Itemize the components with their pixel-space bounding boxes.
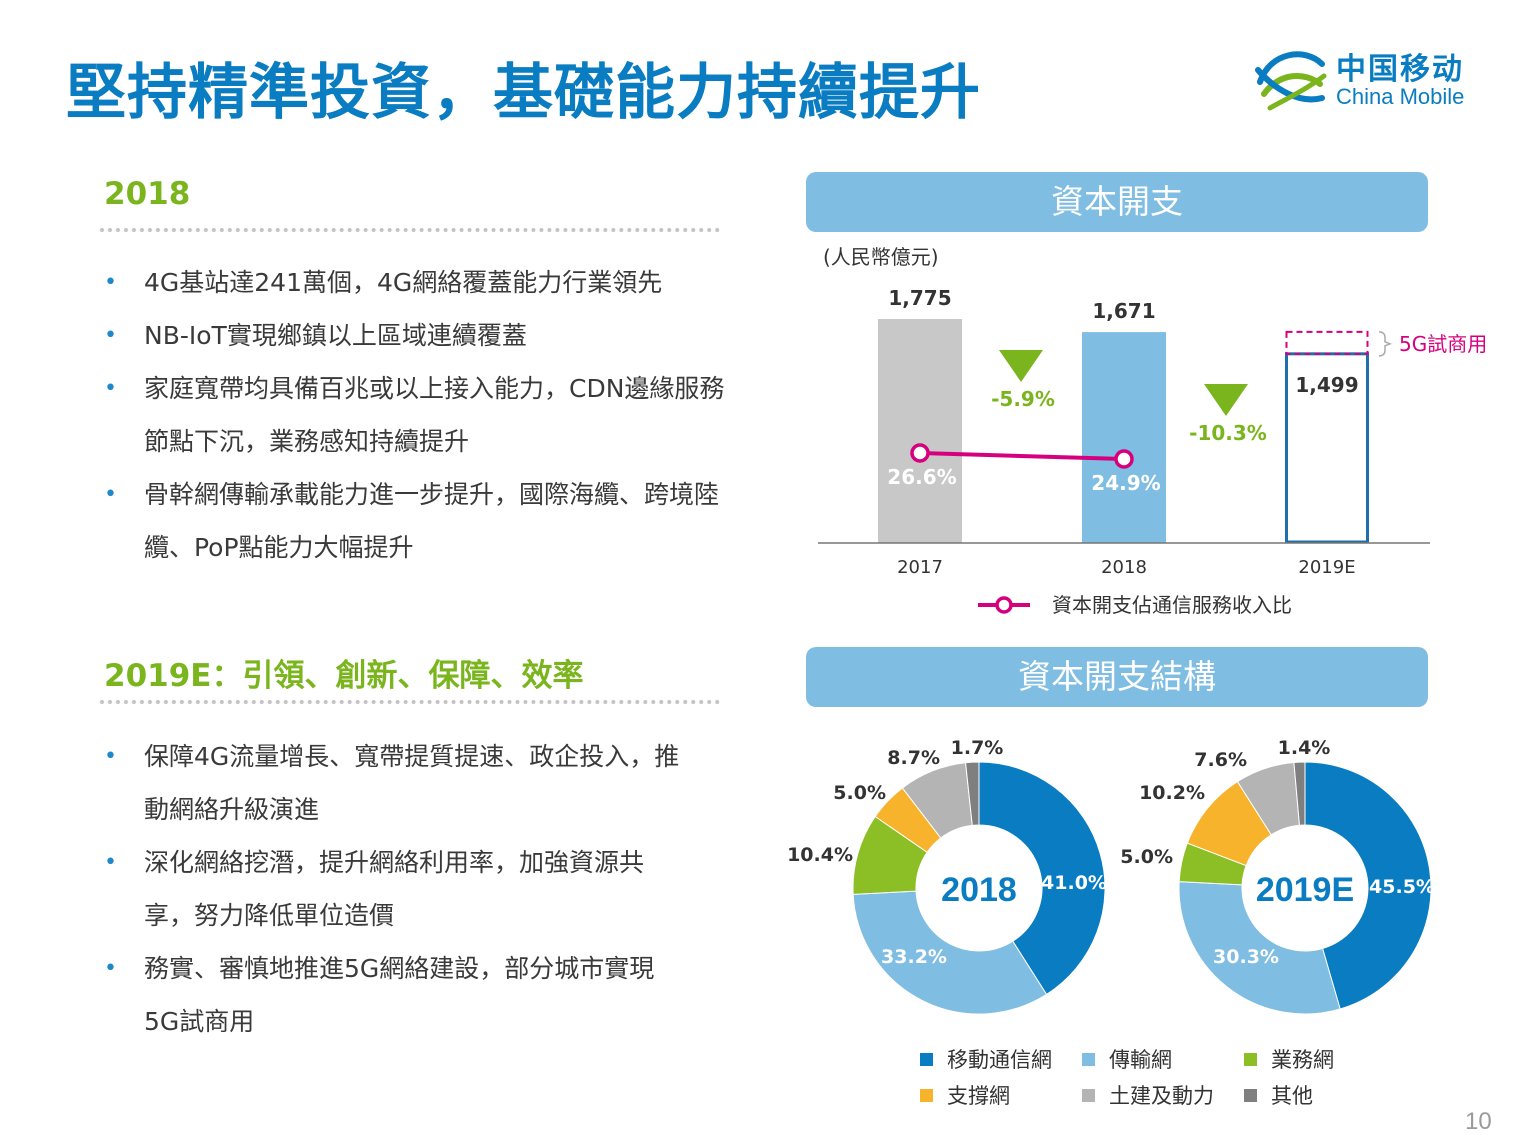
legend-label: 其他	[1271, 1084, 1313, 1108]
bullet-item: NB-IoT實現鄉鎮以上區域連續覆蓋	[104, 309, 734, 362]
legend-item: 土建及動力	[1082, 1080, 1214, 1110]
section-2019-divider	[100, 700, 720, 704]
bullet-item: 4G基站達241萬個，4G網絡覆蓋能力行業領先	[104, 256, 734, 309]
donut-slice-label: 30.3%	[1213, 946, 1279, 968]
legend-item: 業務網	[1244, 1044, 1334, 1074]
ratio-label: 24.9%	[1091, 471, 1160, 495]
legend-item: 支撐網	[920, 1080, 1010, 1110]
section-2018-heading: 2018	[104, 176, 191, 212]
donut-slice-label: 10.2%	[1139, 782, 1205, 804]
legend-label: 支撐網	[947, 1084, 1010, 1108]
donut-slice-label: 1.4%	[1278, 737, 1331, 759]
x-tick-label: 2017	[897, 557, 943, 578]
donut-slice	[978, 761, 1106, 996]
bullet-item: 家庭寬帶均具備百兆或以上接入能力，CDN邊緣服務節點下沉，業務感知持續提升	[104, 362, 734, 468]
legend-label: 業務網	[1271, 1048, 1334, 1072]
donut-slice-label: 10.4%	[787, 844, 853, 866]
change-label: -10.3%	[1189, 421, 1267, 445]
donut-slice	[852, 890, 1048, 1015]
legend-item: 傳輸網	[1082, 1044, 1172, 1074]
section-2018-bullet-list: 4G基站達241萬個，4G網絡覆蓋能力行業領先 NB-IoT實現鄉鎮以上區域連續…	[104, 256, 734, 574]
section-2018-divider	[100, 228, 720, 232]
legend-swatch	[920, 1089, 933, 1102]
x-tick-label: 2018	[1101, 557, 1147, 578]
donut-slice	[1304, 761, 1432, 1010]
down-triangle-icon	[999, 350, 1043, 382]
donut-center-label: 2018	[941, 871, 1017, 909]
change-label: -5.9%	[991, 387, 1055, 411]
bullet-item: 務實、審慎地推進5G網絡建設，部分城市實現5G試商用	[104, 942, 689, 1048]
donut-slice-label: 33.2%	[881, 946, 947, 968]
donut-slice-label: 5.0%	[1120, 846, 1173, 868]
ratio-line	[919, 451, 1125, 461]
bar	[1285, 352, 1369, 544]
ratio-legend-marker	[995, 596, 1013, 614]
bar-value-label: 1,775	[888, 286, 951, 310]
bracket-icon	[1378, 331, 1393, 357]
donut-center-label: 2019E	[1256, 871, 1354, 909]
legend-swatch	[1244, 1089, 1257, 1102]
logo-chinese-name: 中国移动	[1336, 52, 1464, 87]
ratio-point	[910, 443, 930, 463]
legend-item: 移動通信網	[920, 1044, 1052, 1074]
legend-label: 傳輸網	[1109, 1048, 1172, 1072]
bar-5g-label: 5G試商用	[1399, 332, 1487, 356]
page-number: 10	[1465, 1108, 1492, 1135]
logo-english-name: China Mobile	[1336, 84, 1465, 109]
bullet-item: 保障4G流量增長、寬帶提質提速、政企投入，推動網絡升級演進	[104, 730, 689, 836]
bar	[1082, 332, 1166, 543]
legend-label: 移動通信網	[947, 1048, 1052, 1072]
capex-structure-banner: 資本開支結構	[806, 647, 1428, 707]
section-2019-heading: 2019E：引領、創新、保障、效率	[104, 658, 584, 694]
donut-slice-label: 45.5%	[1369, 876, 1435, 898]
bar-value-label: 1,499	[1295, 373, 1358, 397]
page-title: 堅持精準投資，基礎能力持續提升	[66, 58, 981, 128]
bullet-item: 深化網絡挖潛，提升網絡利用率，加強資源共享，努力降低單位造價	[104, 836, 689, 942]
donut-slice-label: 8.7%	[887, 747, 940, 769]
bar	[878, 319, 962, 543]
legend-swatch	[1244, 1053, 1257, 1066]
bullet-item: 骨幹網傳輸承載能力進一步提升，國際海纜、跨境陸纜、PoP點能力大幅提升	[104, 468, 734, 574]
bar-5g-segment	[1285, 330, 1369, 355]
capex-bar-chart: (人民幣億元) 1,775 2017 1,671 2018 5G試商用 1,499 2019E…	[818, 245, 1487, 617]
legend-item: 其他	[1244, 1080, 1313, 1110]
donut-slice	[965, 761, 980, 826]
down-triangle-icon	[1204, 384, 1248, 416]
ratio-label: 26.6%	[887, 465, 956, 489]
ratio-legend-label: 資本開支佔通信服務收入比	[1052, 593, 1292, 617]
legend-swatch	[920, 1053, 933, 1066]
donut-slice-label: 41.0%	[1041, 872, 1107, 894]
donut-slice-label: 5.0%	[833, 782, 886, 804]
section-2019-bullet-list: 保障4G流量增長、寬帶提質提速、政企投入，推動網絡升級演進 深化網絡挖潛，提升網…	[104, 730, 689, 1048]
bar-value-label: 1,671	[1092, 299, 1155, 323]
china-mobile-logo: 中国移动 China Mobile	[1250, 42, 1490, 117]
legend-swatch	[1082, 1089, 1095, 1102]
capex-structure-donut-charts: 2018 41.0%33.2%10.4%5.0%8.7% 1.7%2019E 45.5…	[787, 737, 1435, 1015]
unit-label: (人民幣億元)	[823, 245, 939, 269]
capex-banner: 資本開支	[806, 172, 1428, 232]
china-mobile-logo-icon	[1255, 51, 1327, 111]
legend-swatch	[1082, 1053, 1095, 1066]
legend-label: 土建及動力	[1109, 1084, 1214, 1108]
donut-slice-label: 1.7%	[951, 737, 1004, 759]
donut-slice	[1293, 761, 1306, 826]
donut-slice	[1178, 881, 1341, 1015]
x-tick-label: 2019E	[1298, 557, 1355, 578]
donut-slice-label: 7.6%	[1194, 749, 1247, 771]
ratio-point	[1114, 449, 1134, 469]
